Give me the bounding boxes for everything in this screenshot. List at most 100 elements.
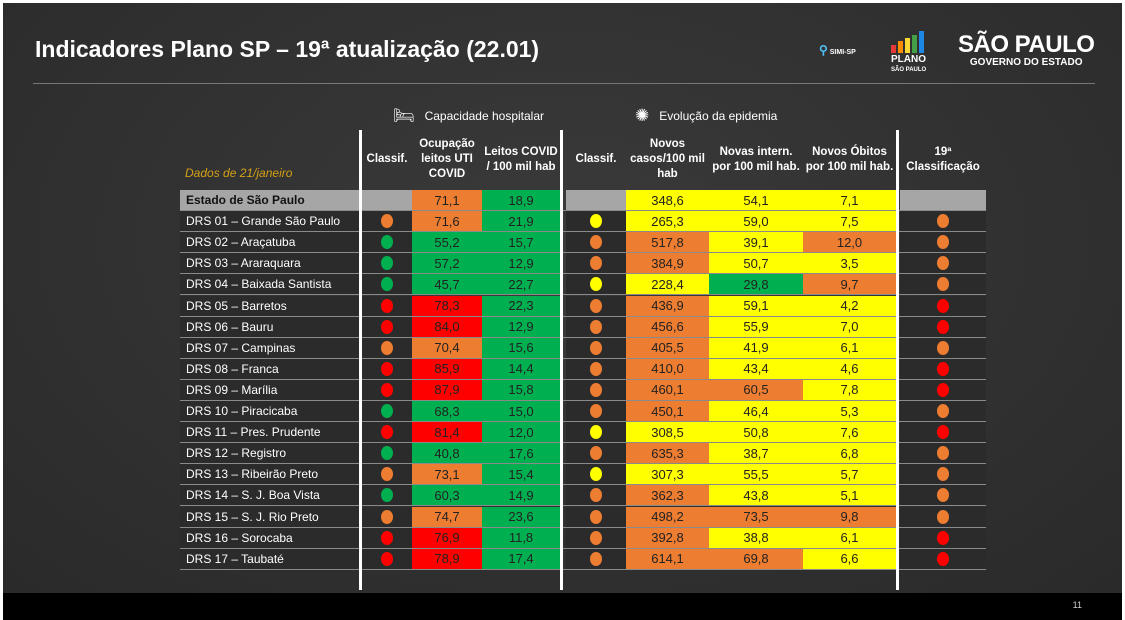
classif-dot <box>566 232 626 253</box>
header-casos: Novos casos/100 mil hab <box>630 138 705 180</box>
status-dot-icon <box>937 509 949 524</box>
obitos-cell: 6,8 <box>803 443 896 464</box>
header-ocupacao: Ocupação leitos UTI COVID <box>419 138 475 180</box>
region-name: DRS 13 – Ribeirão Preto <box>180 464 361 485</box>
status-dot-icon <box>937 382 949 397</box>
header-classif19: 19ª Classificação <box>906 145 980 173</box>
status-dot-icon <box>590 319 602 334</box>
ocupacao-cell: 73,1 <box>412 464 482 485</box>
leitos-cell: 22,7 <box>482 274 560 295</box>
classif-dot <box>362 401 412 421</box>
status-dot-icon <box>590 340 602 355</box>
governo-sp-logo: SÃO PAULO GOVERNO DO ESTADO <box>958 31 1095 69</box>
intern-cell: 43,8 <box>709 485 803 506</box>
footer-bar: 11 <box>3 593 1122 620</box>
classif19-dot <box>900 274 986 295</box>
obitos-cell: 6,1 <box>803 527 896 548</box>
classif-dot <box>362 274 412 295</box>
status-dot-icon <box>937 277 949 292</box>
region-name: DRS 02 – Araçatuba <box>180 232 361 253</box>
classif19-dot <box>900 401 986 421</box>
status-dot-icon <box>381 488 393 503</box>
casos-cell: 348,6 <box>626 190 709 210</box>
ocupacao-cell: 57,2 <box>412 253 482 274</box>
classif-dot <box>566 211 626 232</box>
status-dot-icon <box>381 404 393 418</box>
ocupacao-cell: 78,3 <box>412 295 482 316</box>
hospital-bed-icon: 🛏 <box>393 106 415 125</box>
intern-cell: 41,9 <box>709 337 803 358</box>
region-name: DRS 03 – Araraquara <box>180 253 361 274</box>
casos-cell: 308,5 <box>626 422 709 443</box>
leitos-cell: 22,3 <box>482 295 560 316</box>
classif19-dot <box>900 253 986 274</box>
status-dot-icon <box>590 214 602 229</box>
title-divider <box>33 83 1095 84</box>
table-divider <box>359 130 362 590</box>
casos-cell: 460,1 <box>626 379 709 400</box>
table-row: DRS 09 – Marília 87,9 15,8 460,1 60,5 7,8 <box>180 379 986 401</box>
status-dot-icon <box>590 277 602 292</box>
casos-cell: 362,3 <box>626 485 709 506</box>
obitos-cell: 12,0 <box>803 232 896 253</box>
status-dot-icon <box>381 214 393 229</box>
obitos-cell: 5,3 <box>803 401 896 421</box>
intern-cell: 55,5 <box>709 464 803 485</box>
status-dot-icon <box>937 404 949 418</box>
ocupacao-cell: 68,3 <box>412 401 482 421</box>
obitos-cell: 7,0 <box>803 316 896 337</box>
status-dot-icon <box>937 446 949 461</box>
intern-cell: 50,7 <box>709 253 803 274</box>
status-dot-icon <box>937 235 949 250</box>
table-row: DRS 17 – Taubaté 78,9 17,4 614,1 69,8 6,6 <box>180 548 986 570</box>
status-dot-icon <box>590 530 602 545</box>
classif-dot <box>362 485 412 506</box>
status-dot-icon <box>590 488 602 503</box>
ocupacao-cell: 85,9 <box>412 358 482 379</box>
status-dot-icon <box>381 467 393 482</box>
classif19-dot <box>900 232 986 253</box>
header-leitos: Leitos COVID / 100 mil hab <box>484 145 558 173</box>
status-dot-icon <box>381 340 393 355</box>
table-row: DRS 07 – Campinas 70,4 15,6 405,5 41,9 6,1 <box>180 337 986 359</box>
status-dot-icon <box>590 404 602 418</box>
leitos-cell: 21,9 <box>482 211 560 232</box>
classif-dot <box>566 443 626 464</box>
table-row: DRS 01 – Grande São Paulo 71,6 21,9 265,3 59… <box>180 211 986 233</box>
classif-dot <box>362 548 412 569</box>
status-dot-icon <box>937 361 949 376</box>
status-dot-icon <box>381 235 393 250</box>
region-name: DRS 08 – Franca <box>180 358 361 379</box>
table-row: Estado de São Paulo 71,1 18,9 348,6 54,1 7,1 <box>180 190 986 211</box>
status-dot-icon <box>937 319 949 334</box>
classif-dot <box>362 358 412 379</box>
classif-dot <box>566 506 626 527</box>
page-title: Indicadores Plano SP – 19ª atualização (… <box>35 36 540 62</box>
status-dot-icon <box>937 467 949 482</box>
status-dot-icon <box>381 256 393 271</box>
table-row: DRS 06 – Bauru 84,0 12,9 456,6 55,9 7,0 <box>180 316 986 338</box>
section-hospital: 🛏 Capacidade hospitalar <box>393 106 545 125</box>
classif19-dot <box>900 190 986 210</box>
leitos-cell: 15,8 <box>482 379 560 400</box>
ocupacao-cell: 40,8 <box>412 443 482 464</box>
plano-sp-logo: PLANO SÃO PAULO <box>891 31 926 75</box>
classif-dot <box>362 506 412 527</box>
table-row: DRS 03 – Araraquara 57,2 12,9 384,9 50,7 3,5 <box>180 253 986 275</box>
intern-cell: 73,5 <box>709 506 803 527</box>
table-row: DRS 16 – Sorocaba 76,9 11,8 392,8 38,8 6,1 <box>180 527 986 549</box>
classif19-dot <box>900 422 986 443</box>
leitos-cell: 15,0 <box>482 401 560 421</box>
ocupacao-cell: 45,7 <box>412 274 482 295</box>
classif-dot <box>566 253 626 274</box>
leitos-cell: 12,0 <box>482 422 560 443</box>
classif-dot <box>566 295 626 316</box>
casos-cell: 392,8 <box>626 527 709 548</box>
obitos-cell: 7,1 <box>803 190 896 210</box>
leitos-cell: 17,4 <box>482 548 560 569</box>
leitos-cell: 12,9 <box>482 253 560 274</box>
casos-cell: 405,5 <box>626 337 709 358</box>
status-dot-icon <box>381 361 393 376</box>
status-dot-icon <box>590 256 602 271</box>
classif19-dot <box>900 464 986 485</box>
